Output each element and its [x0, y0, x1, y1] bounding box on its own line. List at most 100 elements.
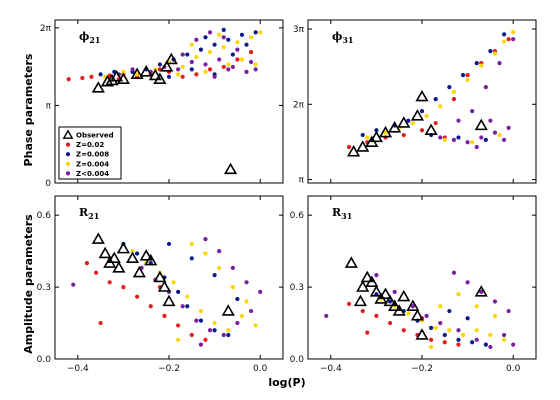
- point-z0004: [134, 72, 140, 77]
- point-z0008: [185, 52, 190, 57]
- point-z0004: [497, 132, 502, 138]
- point-zlt0004: [203, 237, 208, 242]
- observed-point: [360, 270, 374, 283]
- point-zlt0004: [258, 289, 263, 294]
- point-zlt0004: [221, 35, 226, 40]
- legend-marker-zlt0004: [65, 171, 71, 176]
- point-zlt0004: [456, 328, 461, 333]
- point-z0004: [130, 249, 135, 254]
- observed-point: [148, 68, 162, 81]
- point-z002: [465, 73, 470, 78]
- point-z0004: [189, 241, 194, 247]
- point-z0008: [239, 32, 245, 37]
- point-z0008: [157, 62, 162, 67]
- observed-point: [116, 72, 130, 84]
- point-z0004: [433, 325, 438, 330]
- point-zlt0004: [235, 320, 240, 326]
- point-zlt0004: [71, 282, 76, 287]
- point-z0004: [383, 130, 388, 135]
- point-z0004: [429, 344, 434, 350]
- point-z002: [248, 50, 254, 55]
- point-z0004: [221, 45, 226, 50]
- point-z0008: [433, 97, 438, 102]
- point-z0008: [230, 52, 235, 57]
- observed-point: [98, 246, 112, 259]
- point-z0004: [226, 328, 231, 333]
- legend-label: Z=0.004: [76, 160, 109, 168]
- point-z0004: [226, 62, 231, 67]
- point-z0008: [460, 73, 466, 78]
- observed-point: [410, 109, 425, 121]
- x-axis-label: log(P): [268, 376, 305, 389]
- point-z0008: [253, 30, 258, 35]
- observed-point: [415, 89, 429, 102]
- observed-point: [410, 309, 425, 321]
- point-z0004: [217, 265, 222, 271]
- observed-point: [369, 285, 383, 297]
- x-tick-label: 0.0: [506, 364, 521, 374]
- point-z0004: [194, 54, 199, 60]
- legend-label: Observed: [76, 132, 114, 140]
- point-z0008: [501, 32, 507, 37]
- panel-label: R21: [79, 206, 99, 221]
- point-zlt0004: [203, 62, 208, 67]
- point-z0004: [253, 323, 258, 328]
- point-z0008: [456, 135, 461, 140]
- point-z002: [207, 67, 213, 72]
- observed-point: [160, 60, 174, 72]
- point-z0008: [226, 332, 231, 338]
- point-z0004: [198, 308, 204, 314]
- point-zlt0004: [176, 67, 181, 72]
- point-z002: [189, 332, 194, 338]
- point-zlt0004: [207, 30, 213, 35]
- point-z0004: [479, 63, 484, 68]
- observed-point: [105, 73, 119, 86]
- observed-point: [144, 253, 158, 266]
- point-zlt0004: [230, 265, 235, 271]
- point-z0008: [447, 308, 452, 314]
- observed-point: [100, 74, 115, 87]
- point-z002: [442, 340, 447, 345]
- point-zlt0004: [465, 280, 470, 285]
- point-z002: [162, 313, 167, 318]
- point-z002: [66, 77, 71, 82]
- point-z0004: [447, 328, 452, 333]
- point-zlt0004: [511, 37, 516, 42]
- point-zlt0004: [492, 299, 498, 304]
- point-z0008: [226, 37, 231, 42]
- point-z0004: [488, 332, 493, 338]
- observed-point: [344, 256, 358, 268]
- point-zlt0004: [244, 280, 249, 285]
- y-tick-label: 0.3: [290, 283, 304, 293]
- y-axis-label-amplitude: Amplitude parameters: [22, 214, 35, 354]
- point-z002: [180, 74, 185, 79]
- observed-point: [365, 275, 379, 287]
- y-tick-label: 0.3: [37, 283, 51, 293]
- point-z002: [506, 37, 511, 42]
- point-z0008: [134, 251, 140, 256]
- point-zlt0004: [474, 144, 479, 150]
- point-z0004: [207, 50, 213, 55]
- observed-point: [112, 261, 126, 273]
- point-z0004: [424, 113, 429, 118]
- point-z0004: [460, 332, 466, 338]
- observed-point: [109, 69, 124, 82]
- panel-label: ϕ21: [79, 30, 101, 45]
- point-z0004: [239, 313, 245, 318]
- y-axis-label-phase: Phase parameters: [22, 53, 35, 166]
- point-z002: [456, 342, 461, 347]
- point-z0004: [189, 42, 194, 47]
- observed-point: [397, 116, 411, 128]
- point-z002: [451, 97, 457, 102]
- y-tick-label: 0.6: [290, 211, 305, 221]
- point-zlt0004: [497, 61, 502, 66]
- point-zlt0004: [198, 342, 204, 347]
- point-z0008: [198, 318, 204, 323]
- observed-point: [139, 65, 153, 77]
- observed-point: [415, 328, 429, 340]
- point-z002: [203, 337, 208, 342]
- point-zlt0004: [226, 67, 231, 72]
- point-zlt0004: [456, 118, 461, 123]
- point-zlt0004: [221, 332, 226, 338]
- observed-point: [388, 121, 402, 133]
